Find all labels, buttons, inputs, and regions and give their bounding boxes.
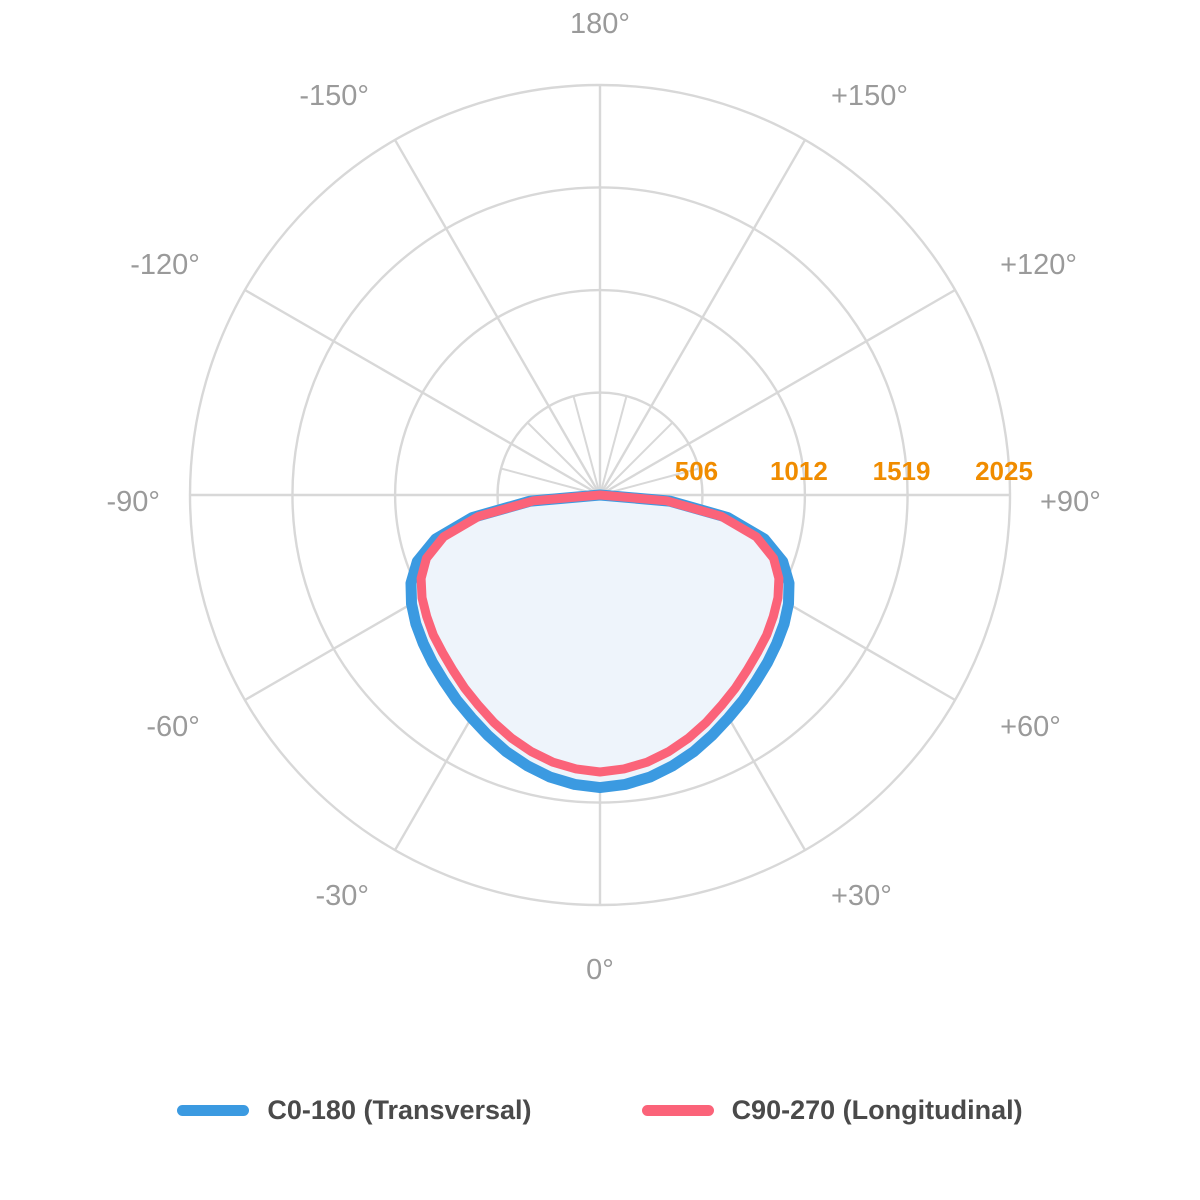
legend-label-longitudinal: C90-270 (Longitudinal): [731, 1095, 1023, 1125]
radial-tick-labels: 506 1012 1519 2025: [675, 456, 1033, 486]
angle-label--90: -90°: [106, 486, 160, 518]
radial-label-1519: 1519: [873, 456, 931, 486]
grid-spoke-minor-105: [599, 467, 700, 496]
radial-label-1012: 1012: [770, 456, 828, 486]
series-line-transversal: [405, 489, 795, 794]
angle-label-+30: +30°: [831, 880, 892, 912]
legend-label-transversal: C0-180 (Transversal): [267, 1095, 532, 1125]
grid-spoke-minor--165: [572, 395, 601, 496]
angle-label--30: -30°: [315, 880, 369, 912]
radial-label-2025: 2025: [975, 456, 1033, 486]
series-line-longitudinal: [416, 490, 784, 777]
angle-label-+150: +150°: [831, 80, 908, 112]
angle-label--150: -150°: [299, 80, 369, 112]
grid-spoke-150: [598, 139, 807, 496]
grid-spoke--150: [393, 139, 602, 496]
angle-label-180: 180°: [570, 8, 630, 40]
radial-label-506: 506: [675, 456, 718, 486]
angle-label--60: -60°: [146, 711, 200, 743]
series-group: [405, 489, 795, 794]
grid-spoke-minor--105: [500, 467, 601, 496]
angle-label-+120: +120°: [1000, 249, 1077, 281]
angle-tick-labels: 0° +30° +60° +90° +120° +150° 180° -150° -120° -9…: [106, 8, 1100, 986]
angle-label--120: -120°: [130, 249, 200, 281]
legend-item-transversal[interactable]: C0-180 (Transversal): [177, 1095, 532, 1126]
grid-spoke-120: [599, 288, 956, 497]
legend-item-longitudinal[interactable]: C90-270 (Longitudinal): [641, 1095, 1023, 1126]
series-fill-transversal: [411, 495, 789, 788]
grid-spoke-minor-135: [599, 421, 674, 496]
legend-swatch-transversal: [177, 1105, 250, 1116]
angle-label-+90: +90°: [1040, 486, 1101, 518]
angle-label-+60: +60°: [1000, 711, 1061, 743]
angle-label-0: 0°: [586, 954, 614, 986]
legend-swatch-longitudinal: [641, 1105, 714, 1116]
grid-spoke-minor--135: [526, 421, 601, 496]
chart-legend: C0-180 (Transversal) C90-270 (Longitudin…: [0, 1095, 1200, 1126]
grid-spoke-minor-165: [599, 395, 628, 496]
grid-spoke--120: [244, 288, 601, 497]
